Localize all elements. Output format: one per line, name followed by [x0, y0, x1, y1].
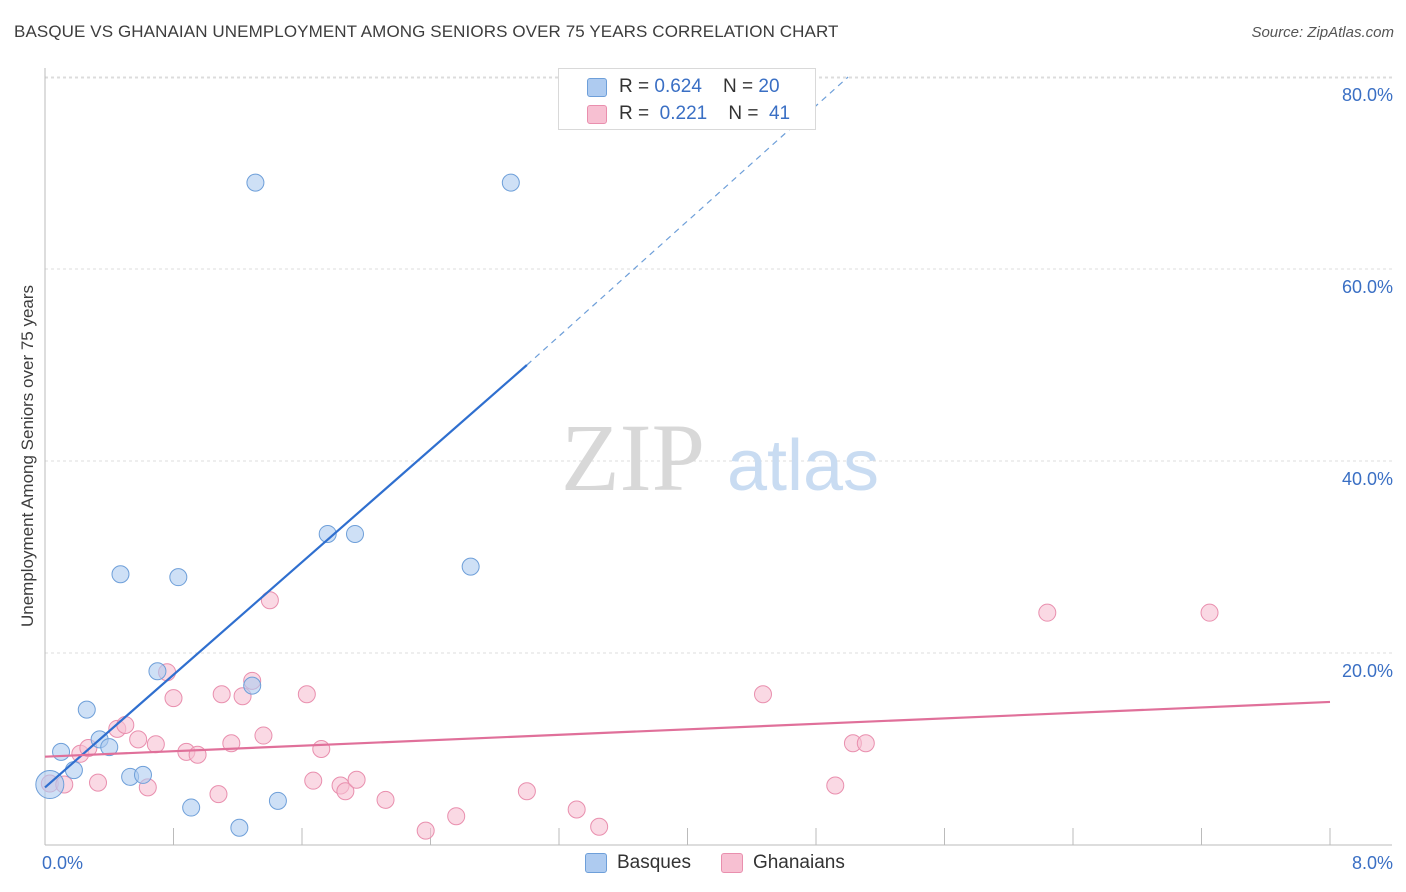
y-tick-label-40: 40.0% [1342, 469, 1393, 489]
basques-n-label: N = [723, 76, 759, 97]
ghanaians-swatch [587, 104, 607, 124]
basques-trend-line [44, 364, 528, 789]
grid [45, 76, 1392, 654]
basques-point-10 [169, 568, 188, 587]
basques-r-value: 0.624 [654, 76, 702, 97]
ghanaians-point-27 [376, 790, 395, 809]
ghanaians-points [40, 591, 1219, 840]
trend-lines [44, 76, 1331, 789]
basques-point-1 [52, 742, 71, 761]
basques-swatch [587, 77, 607, 97]
watermark-zip: ZIP [561, 404, 705, 511]
watermark: ZIP atlas [561, 404, 879, 511]
watermark-atlas: atlas [727, 426, 879, 506]
ghanaians-point-6 [116, 716, 135, 734]
legend-label-ghanaians: Ghanaians [752, 852, 845, 873]
basques-trend-extension [526, 76, 849, 366]
ghanaians-point-26 [347, 770, 366, 789]
ghanaians-point-36 [856, 734, 875, 753]
ghanaians-point-15 [212, 685, 231, 704]
ghanaians-point-14 [209, 785, 228, 804]
ghanaians-point-30 [517, 782, 536, 801]
basques-point-16 [318, 524, 337, 543]
ghanaians-point-23 [312, 740, 331, 758]
basques-point-8 [133, 765, 152, 784]
source-label: Source: ZipAtlas.com [1251, 24, 1394, 41]
stats-row-basques: R = 0.624 N = 20 [587, 73, 780, 101]
ghanaians-point-21 [297, 685, 316, 704]
basques-r-label: R = [619, 76, 655, 97]
basques-point-2 [64, 761, 83, 780]
legend-swatch-basques [585, 853, 607, 873]
ghanaians-point-13 [188, 745, 207, 764]
basques-points [35, 173, 520, 837]
x-tick-label-min: 0.0% [42, 853, 83, 873]
ghanaians-trend-line [44, 700, 1331, 758]
ghanaians-point-29 [447, 807, 466, 826]
chart-title: BASQUE VS GHANAIAN UNEMPLOYMENT AMONG SE… [14, 22, 839, 41]
ghanaians-point-37 [1038, 603, 1057, 622]
y-tick-label-80: 80.0% [1342, 85, 1393, 105]
ghanaians-point-11 [164, 689, 183, 708]
ghanaians-n-value: 41 [763, 103, 791, 124]
basques-point-6 [111, 565, 130, 584]
basques-point-14 [246, 173, 265, 192]
basques-point-11 [182, 798, 201, 817]
ghanaians-point-4 [89, 773, 108, 792]
basques-point-3 [77, 700, 96, 719]
ghanaians-n-label: N = [728, 103, 764, 124]
stats-legend: R = 0.624 N = 20 R = 0.221 N = 41 [558, 68, 816, 130]
legend-swatch-ghanaians [720, 853, 743, 873]
ghanaians-point-22 [304, 771, 323, 790]
y-axis-label: Unemployment Among Seniors over 75 years [18, 284, 37, 628]
series-legend: Basques Ghanaians [585, 852, 875, 874]
basques-point-9 [148, 662, 167, 681]
y-tick-label-20: 20.0% [1342, 661, 1393, 681]
ghanaians-r-value: 0.221 [654, 103, 708, 124]
legend-item-ghanaians[interactable]: Ghanaians [720, 852, 845, 874]
legend-item-basques[interactable]: Basques [585, 852, 691, 874]
x-tick-label-max: 8.0% [1352, 853, 1393, 873]
legend-label-basques: Basques [617, 852, 691, 873]
ghanaians-point-28 [416, 821, 435, 840]
ghanaians-point-34 [826, 776, 845, 795]
ghanaians-r-label: R = [619, 103, 655, 124]
basques-point-15 [268, 791, 287, 810]
ghanaians-point-33 [753, 685, 772, 704]
y-tick-label-60: 60.0% [1342, 277, 1393, 297]
basques-point-12 [230, 818, 249, 837]
ghanaians-point-31 [567, 800, 586, 819]
basques-point-5 [100, 738, 119, 757]
stats-row-ghanaians: R = 0.221 N = 41 [587, 100, 790, 128]
ghanaians-point-7 [129, 730, 148, 749]
basques-point-17 [346, 524, 365, 543]
basques-point-18 [461, 557, 480, 576]
ghanaians-point-38 [1200, 603, 1219, 622]
basques-point-13 [243, 676, 262, 695]
basques-point-19 [501, 173, 520, 192]
basques-n-value: 20 [758, 76, 780, 97]
ghanaians-point-19 [254, 726, 273, 745]
ghanaians-point-32 [590, 817, 609, 836]
ghanaians-point-25 [336, 782, 355, 801]
tick-labels: 20.0% 40.0% 60.0% 80.0% 0.0% 8.0% [42, 85, 1393, 873]
ghanaians-point-9 [146, 735, 165, 754]
